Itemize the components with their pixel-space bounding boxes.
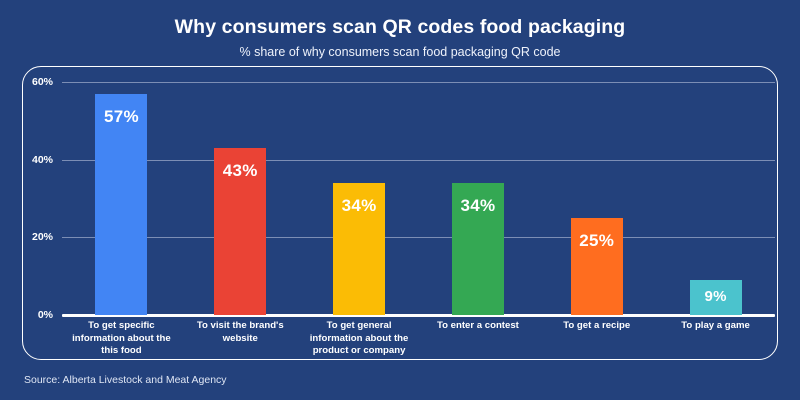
x-axis-category-label: To play a game xyxy=(656,320,775,333)
category-label-line: To get specific xyxy=(88,320,155,331)
bar[interactable]: 34% xyxy=(333,182,386,315)
category-label-line: product or company xyxy=(312,345,406,357)
y-axis-tick-label: 60% xyxy=(31,76,53,88)
bar[interactable]: 57% xyxy=(95,93,148,315)
bar-value-label: 34% xyxy=(460,195,496,215)
x-axis-line xyxy=(62,314,775,317)
chart-panel xyxy=(22,66,778,360)
x-axis-category-label: To enter a contest xyxy=(419,320,538,333)
bar[interactable]: 43% xyxy=(214,148,267,315)
x-axis-category-label: To get a recipe xyxy=(537,320,656,333)
category-label-line: website xyxy=(222,332,258,344)
bar[interactable]: 9% xyxy=(689,280,742,315)
bar[interactable]: 34% xyxy=(451,182,504,315)
y-axis-tick-label: 20% xyxy=(31,231,53,244)
category-label-line: To enter a contest xyxy=(436,320,519,331)
source-note: Source: Alberta Livestock and Meat Agenc… xyxy=(24,374,227,386)
gridline xyxy=(62,159,775,161)
category-label-line: To get general xyxy=(326,320,392,331)
bar-value-label: 43% xyxy=(222,161,258,181)
gridline xyxy=(62,82,775,83)
bar[interactable]: 25% xyxy=(570,217,623,315)
x-axis-category-label: To get specific information about the this… xyxy=(62,320,181,358)
chart-header: Why consumers scan QR codes food packagi… xyxy=(0,14,800,61)
x-axis-category-label: To visit the brand's website xyxy=(181,320,300,345)
bar-value-label: 9% xyxy=(704,288,727,306)
bar-value-label: 34% xyxy=(341,195,377,215)
category-label-line: To play a game xyxy=(681,320,750,331)
category-label-line: this food xyxy=(101,345,142,357)
plot-area: 0% 20% 40% 60% 57% 43% 34% 34% 25% 9% xyxy=(32,76,775,321)
page-title: Why consumers scan QR codes food packagi… xyxy=(174,16,626,38)
category-label-line: To visit the brand's xyxy=(196,320,284,331)
gridline xyxy=(62,237,775,239)
y-axis-tick-label: 0% xyxy=(37,309,53,321)
category-label-line: To get a recipe xyxy=(563,320,631,331)
category-label-line: information about the xyxy=(72,332,171,344)
y-axis-tick-label: 40% xyxy=(31,153,53,166)
bar-value-label: 25% xyxy=(579,230,615,250)
x-axis-category-label: To get general information about the produ… xyxy=(300,320,419,358)
chart-subtitle: % share of why consumers scan food packa… xyxy=(239,45,561,59)
bar-value-label: 57% xyxy=(103,106,139,126)
category-label-line: information about the xyxy=(309,332,409,344)
